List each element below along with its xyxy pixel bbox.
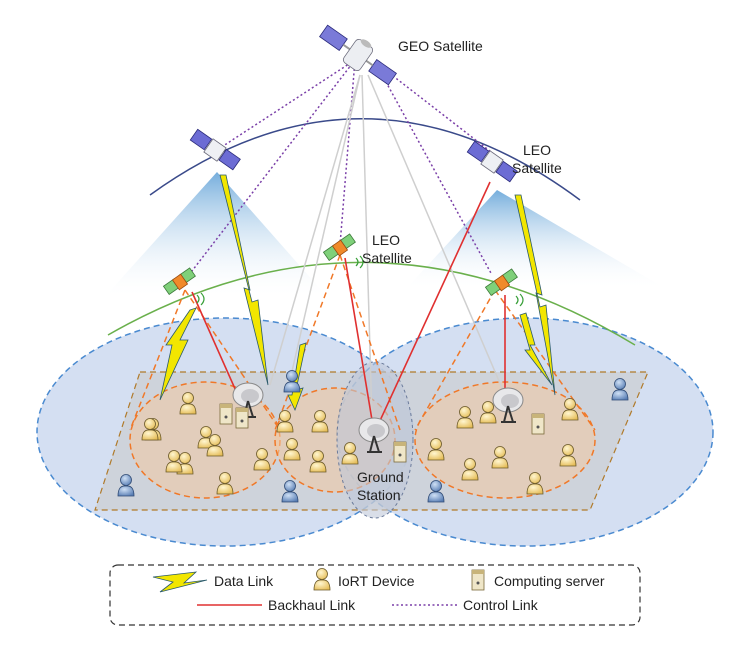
- orbits: [107, 118, 636, 346]
- signal-icons: [196, 255, 524, 307]
- legend-box: [109, 564, 641, 626]
- ground-station-label-line2: Station: [357, 487, 401, 503]
- orbit-lower: [107, 261, 636, 346]
- geo-ground-lines: [269, 74, 506, 421]
- computing-server-legend-icon: [471, 569, 485, 591]
- beam-left: [102, 172, 330, 300]
- backhaul-links: [191, 181, 506, 426]
- orbit-upper: [149, 118, 581, 201]
- control-links: [184, 59, 496, 281]
- geo-satellite-label: GEO Satellite: [398, 38, 483, 54]
- beam-cones: [102, 172, 668, 300]
- ground-station-label-line1: Ground: [357, 469, 404, 485]
- geo-satellite-icon: [319, 24, 397, 86]
- leo-center-label-line1: LEO: [372, 232, 400, 248]
- leo-right-label-line1: LEO: [523, 142, 551, 158]
- leo-right-label-line2: Satellite: [512, 160, 562, 176]
- legend: Data Link IoRT Device Computing server B…: [109, 564, 641, 626]
- leo-center-label-line2: Satellite: [362, 250, 412, 266]
- legend-iort-device: IoRT Device: [338, 573, 415, 589]
- legend-data-link: Data Link: [214, 573, 274, 589]
- beam-right: [405, 190, 668, 290]
- legend-backhaul-link: Backhaul Link: [268, 597, 356, 613]
- legend-computing-server: Computing server: [494, 573, 605, 589]
- legend-control-link: Control Link: [463, 597, 539, 613]
- data-link-legend-icon: [152, 571, 208, 593]
